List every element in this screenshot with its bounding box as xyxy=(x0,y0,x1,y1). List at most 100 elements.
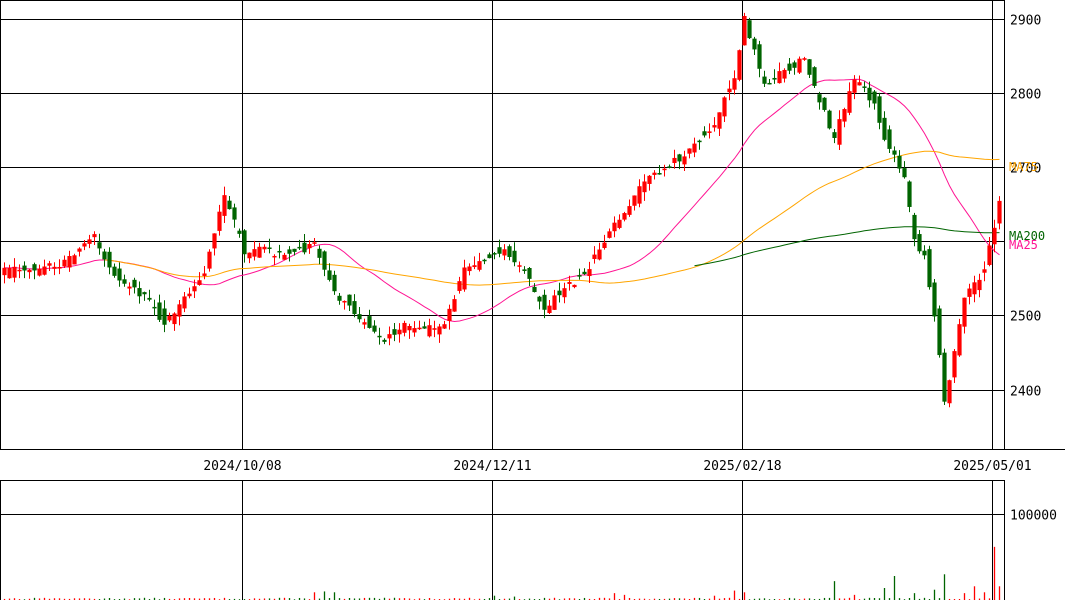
candle-body xyxy=(362,322,367,325)
candle-body xyxy=(282,254,287,260)
date-tick-label: 2024/10/08 xyxy=(203,459,281,474)
candle-body xyxy=(497,247,502,254)
candle-body xyxy=(587,269,592,277)
candle-body xyxy=(82,243,87,247)
candle-body xyxy=(112,266,117,276)
candle-body xyxy=(502,249,507,256)
candle-body xyxy=(872,91,877,104)
candle-body xyxy=(32,264,37,271)
candle-body xyxy=(247,252,252,259)
candle-body xyxy=(622,213,627,220)
candle-body xyxy=(922,250,927,256)
candle-body xyxy=(147,297,152,300)
candle-body xyxy=(937,308,942,356)
candle-body xyxy=(732,78,737,90)
candle-body xyxy=(57,266,62,269)
candle-body xyxy=(692,143,697,153)
candle-body xyxy=(307,243,312,249)
candle-body xyxy=(967,288,972,297)
candle-body xyxy=(882,117,887,140)
candle-body xyxy=(222,195,227,216)
candle-body xyxy=(647,175,652,184)
candle-body xyxy=(847,91,852,113)
candle-body xyxy=(227,200,232,210)
candle-body xyxy=(97,242,102,249)
candle-body xyxy=(457,281,462,291)
candle-body xyxy=(47,263,52,266)
candle-body xyxy=(582,271,587,275)
candle-body xyxy=(532,286,537,293)
candle-body xyxy=(467,266,472,272)
candle-body xyxy=(152,306,157,309)
candle-body xyxy=(437,326,442,335)
candle-body xyxy=(712,125,717,128)
candle-body xyxy=(912,214,917,240)
candle-body xyxy=(447,308,452,321)
candle-body xyxy=(977,279,982,291)
candle-body xyxy=(862,86,867,88)
candle-body xyxy=(407,326,412,331)
ma-label: MA200 xyxy=(1009,229,1045,243)
candle-body xyxy=(277,250,282,253)
candle-body xyxy=(997,200,1002,224)
candle-body xyxy=(702,131,707,136)
candle-body xyxy=(242,230,247,255)
candle-body xyxy=(687,148,692,154)
candle-body xyxy=(927,249,932,288)
volume-frame xyxy=(0,480,1005,600)
candle-body xyxy=(117,268,122,281)
candle-body xyxy=(327,270,332,280)
candle-body xyxy=(197,280,202,285)
candle-body xyxy=(907,181,912,207)
candle-body xyxy=(482,259,487,262)
candle-body xyxy=(782,69,787,79)
candle-body xyxy=(322,251,327,270)
candle-body xyxy=(667,166,672,168)
date-tick-label: 2025/05/01 xyxy=(953,459,1031,474)
candle-body xyxy=(592,254,597,259)
candle-body xyxy=(202,273,207,276)
candle-body xyxy=(627,206,632,215)
candle-body xyxy=(22,265,27,271)
candle-body xyxy=(827,110,832,129)
candle-body xyxy=(917,234,922,252)
candle-body xyxy=(347,294,352,306)
candle-body xyxy=(607,231,612,238)
candle-body xyxy=(302,242,307,253)
candle-body xyxy=(102,251,107,260)
candle-body xyxy=(807,59,812,75)
candle-body xyxy=(602,242,607,248)
candle-body xyxy=(527,268,532,279)
candle-body xyxy=(382,339,387,342)
candle-body xyxy=(797,58,802,73)
candle-body xyxy=(377,335,382,338)
candle-body xyxy=(897,155,902,169)
candle-body xyxy=(832,132,837,138)
candle-body xyxy=(867,87,872,101)
candle-body xyxy=(107,251,112,268)
candle-body xyxy=(787,63,792,71)
candle-body xyxy=(177,304,182,317)
candle-body xyxy=(287,249,292,254)
candle-body xyxy=(757,44,762,69)
candle-body xyxy=(737,50,742,80)
candle-body xyxy=(157,302,162,320)
candle-body xyxy=(947,380,952,404)
candle-body xyxy=(682,156,687,165)
candle-body xyxy=(572,284,577,288)
candle-body xyxy=(412,328,417,333)
candle-body xyxy=(752,38,757,50)
candle-body xyxy=(387,334,392,339)
candle-body xyxy=(657,173,662,175)
candle-body xyxy=(357,314,362,320)
candle-body xyxy=(652,172,657,175)
candle-body xyxy=(397,329,402,335)
candle-body xyxy=(67,256,72,268)
candle-body xyxy=(642,181,647,193)
price-panel: 2400 2500 2700 2800 2900 2024/10/08 2024/12/11… xyxy=(0,0,1065,474)
date-tick-label: 2024/12/11 xyxy=(453,459,531,474)
date-tick-label: 2025/02/18 xyxy=(703,459,781,474)
candle-body xyxy=(167,315,172,321)
ma200-line xyxy=(694,226,1000,267)
candle-body xyxy=(557,290,562,296)
